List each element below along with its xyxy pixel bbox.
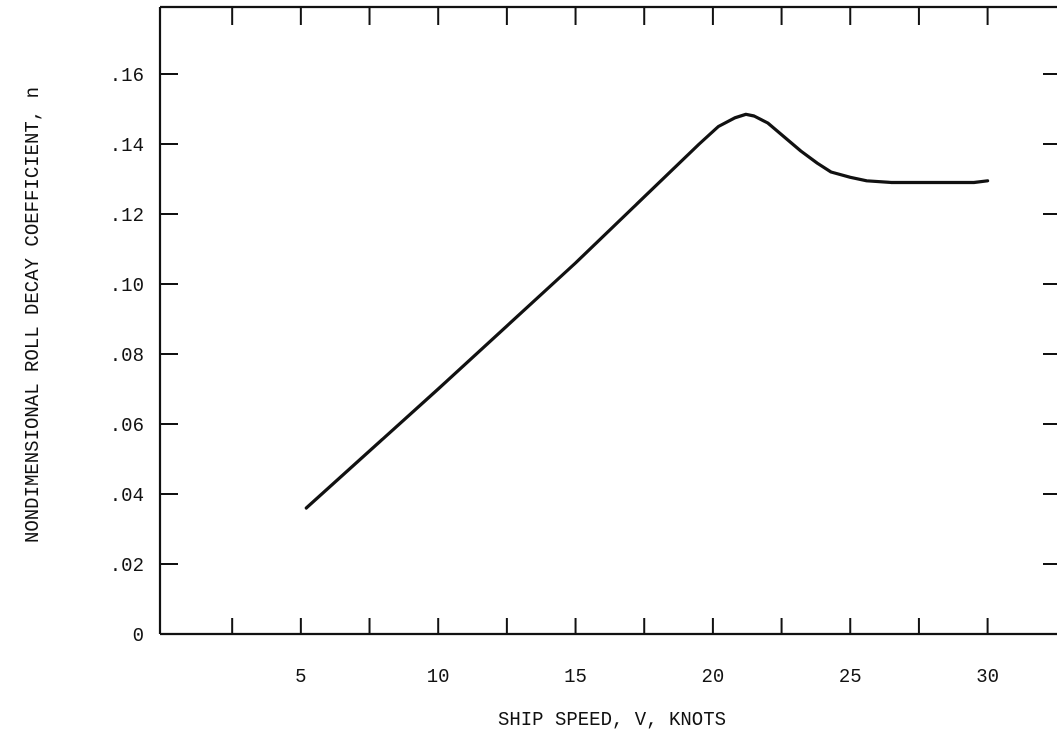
x-tick-label: 5 — [295, 666, 306, 688]
y-tick-label: .08 — [110, 345, 144, 367]
y-axis-ticks: 0 .02 .04 .06 .08 .10 .12 .14 .16 — [110, 65, 1057, 647]
x-axis-title: SHIP SPEED, V, KNOTS — [498, 709, 726, 731]
x-axis-ticks: 5 10 15 20 25 30 — [231, 7, 999, 688]
x-tick-label: 20 — [701, 666, 724, 688]
y-tick-label: .16 — [110, 65, 144, 87]
x-tick-label: 15 — [564, 666, 587, 688]
y-axis-title: NONDIMENSIONAL ROLL DECAY COEFFICIENT, n — [22, 87, 44, 543]
y-tick-label: 0 — [133, 625, 144, 647]
y-tick-label: .10 — [110, 275, 144, 297]
y-tick-label: .02 — [110, 555, 144, 577]
y-tick-label: .12 — [110, 205, 144, 227]
x-tick-label: 10 — [427, 666, 450, 688]
plot-frame — [158, 5, 1057, 636]
series-layer — [304, 112, 990, 510]
roll-decay-line — [304, 112, 990, 510]
y-tick-label: .06 — [110, 415, 144, 437]
x-tick-label: 30 — [976, 666, 999, 688]
x-tick-label: 25 — [839, 666, 862, 688]
y-tick-label: .04 — [110, 485, 144, 507]
y-tick-label: .14 — [110, 135, 144, 157]
